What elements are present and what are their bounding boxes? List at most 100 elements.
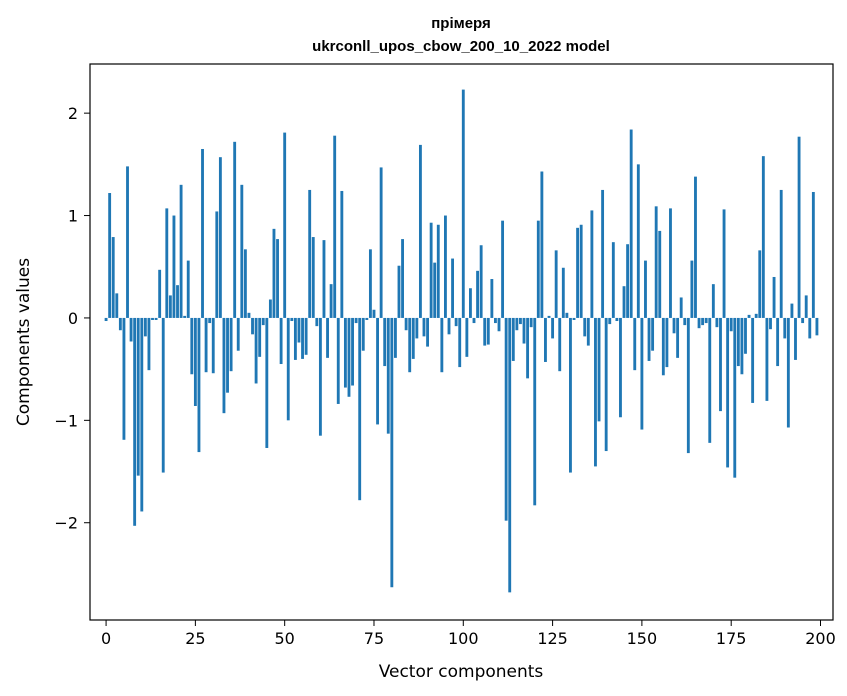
bar	[243, 249, 247, 318]
bar	[569, 317, 572, 473]
bar	[654, 206, 658, 318]
bar	[140, 317, 144, 512]
bar	[447, 317, 451, 335]
bar	[804, 295, 808, 318]
bar	[172, 215, 176, 318]
bar	[111, 237, 115, 318]
bar	[279, 317, 283, 365]
bar	[151, 317, 154, 320]
bar	[129, 317, 133, 342]
bar	[515, 317, 519, 331]
bar	[808, 317, 812, 339]
bar	[558, 317, 562, 372]
chart-title-line-2: ukrconll_upos_cbow_200_10_2022 model	[312, 38, 610, 55]
bar	[601, 189, 605, 318]
bar	[322, 240, 326, 318]
y-tick-label: 0	[68, 309, 78, 328]
bar	[644, 260, 647, 318]
bar	[326, 317, 329, 358]
bar	[615, 317, 619, 322]
x-tick-label: 100	[448, 629, 479, 648]
bar	[233, 141, 237, 318]
bar	[454, 317, 458, 327]
bar	[561, 267, 565, 318]
bar	[540, 171, 544, 318]
bar	[683, 317, 687, 326]
x-tick-label: 75	[364, 629, 384, 648]
bars-group	[104, 89, 819, 593]
bar	[108, 193, 112, 318]
bar	[797, 136, 801, 318]
bar	[676, 317, 680, 358]
y-axis-label: Components values	[14, 258, 34, 426]
bar	[276, 239, 279, 318]
bar	[772, 276, 776, 318]
bar	[115, 293, 119, 318]
bar	[765, 317, 769, 401]
y-tick-label: 2	[68, 104, 78, 123]
bar	[190, 317, 194, 375]
x-tick-label: 50	[275, 629, 295, 648]
bar	[226, 317, 229, 393]
bar	[469, 288, 472, 318]
bar	[315, 317, 319, 327]
x-tick-label: 175	[716, 629, 747, 648]
bar	[583, 317, 587, 337]
bar	[254, 317, 258, 384]
bar	[658, 230, 662, 318]
bar	[786, 317, 790, 428]
bar	[372, 309, 376, 318]
bar	[186, 260, 190, 318]
bar	[794, 317, 797, 360]
bar	[686, 317, 690, 454]
bar	[761, 156, 765, 318]
bar	[311, 237, 315, 318]
x-tick-label: 125	[537, 629, 568, 648]
bar	[551, 317, 555, 339]
bar	[193, 317, 197, 406]
bar	[143, 317, 147, 337]
bar	[461, 89, 465, 318]
bar	[358, 317, 362, 501]
bar	[729, 317, 733, 332]
bar	[247, 312, 251, 318]
bar	[354, 317, 358, 324]
bar	[154, 317, 158, 320]
bar	[408, 317, 412, 373]
bar	[261, 317, 265, 326]
bar	[554, 250, 558, 318]
bar	[433, 262, 437, 318]
bar	[754, 313, 758, 318]
bar	[218, 157, 222, 318]
bar	[236, 317, 240, 351]
bar	[522, 317, 526, 344]
bar	[665, 317, 669, 368]
bar	[604, 317, 608, 452]
bar	[161, 317, 165, 473]
bar	[208, 317, 212, 324]
bar	[343, 317, 347, 388]
bar	[444, 215, 447, 318]
bar	[704, 317, 708, 324]
bar	[168, 295, 172, 318]
bar	[265, 317, 269, 448]
bar	[483, 317, 487, 346]
bar	[365, 317, 369, 320]
bar	[629, 129, 633, 318]
bar	[176, 285, 179, 318]
bar	[697, 317, 701, 329]
bar	[183, 315, 187, 318]
bar	[436, 224, 440, 318]
bar	[479, 245, 483, 318]
bar	[351, 317, 354, 386]
bar	[368, 249, 372, 318]
bar	[726, 317, 730, 468]
bar	[594, 317, 597, 467]
bar	[397, 265, 401, 318]
bar	[711, 284, 715, 318]
bar	[801, 317, 805, 324]
bar	[415, 317, 419, 339]
bar	[611, 242, 615, 318]
x-tick-label: 0	[101, 629, 111, 648]
